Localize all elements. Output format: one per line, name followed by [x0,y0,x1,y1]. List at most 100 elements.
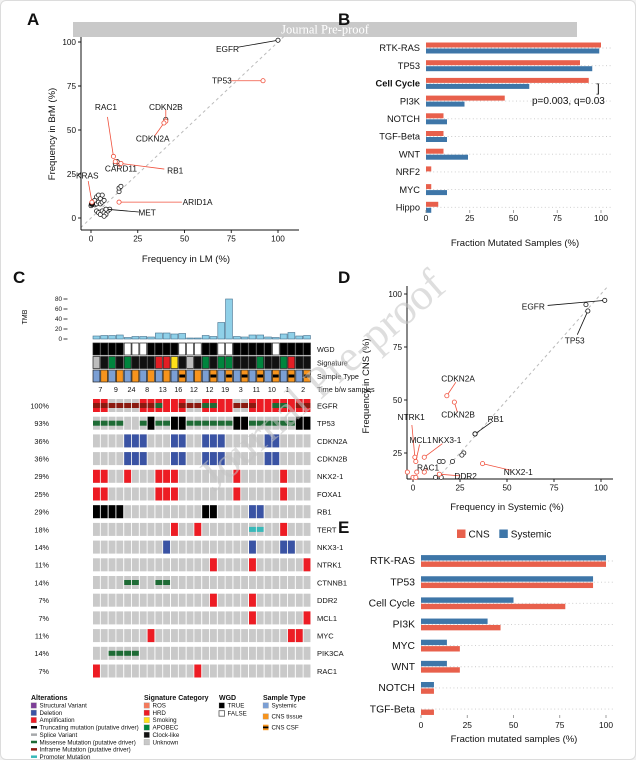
gene-cell-bg [116,434,124,448]
alteration-mis [155,580,163,585]
csf-stripe [288,374,295,378]
gene-cell-bg [178,576,186,589]
category-label: TGF-Beta [370,704,415,715]
gene-cell-bg [280,505,288,519]
gene-cell-bg [186,646,194,660]
gene-cell-bg [155,629,163,643]
gene-cell-bg [116,611,124,625]
gene-cell-bg [287,434,295,448]
gene-cell-bg [295,452,303,466]
time-value: 12 [206,385,214,394]
tmb-bar [108,335,116,340]
alteration-amp [100,487,108,501]
alteration-mis [280,403,288,408]
leader-line [154,122,165,136]
bar-top [426,77,589,83]
gene-cell-bg [100,629,108,643]
gene-cell-bg [202,540,210,554]
gene-cell-bg [249,469,256,483]
wgd-cell [279,342,288,356]
gene-point-label: CDKN2A [441,374,475,384]
leader-line [107,116,114,157]
alteration-del [139,452,147,466]
x-tick-label: 0 [419,720,424,730]
identity-line [80,34,286,229]
legend-label: CNS [469,530,490,541]
sample-type-cell [92,369,101,383]
signature-cell [279,356,288,369]
alteration-amp [194,522,202,536]
alteration-mis [131,650,139,656]
signature-cell [225,356,233,369]
gene-cell-bg [217,664,225,678]
alteration-mis [249,420,256,426]
gene-cell-bg [217,593,225,607]
gene-cell-bg [131,505,139,519]
alteration-mis [202,403,210,408]
gene-cell-bg [241,611,249,625]
gene-cell-bg [295,434,303,448]
category-label: TGF-Beta [379,132,421,142]
gene-cell-bg [131,611,139,625]
gene-point-label: EGFR [216,44,239,54]
gene-name: PIK3CA [317,649,344,658]
gene-cell-bg [256,469,264,483]
gene-cell-bg [233,558,241,572]
gene-cell-bg [171,611,178,625]
gene-cell-bg [280,629,288,643]
gene-cell-bg [186,505,194,519]
data-point [99,192,105,198]
gene-cell-bg [209,522,217,536]
alteration-inf [241,403,249,408]
gene-point-label: RAC1 [417,463,440,473]
gene-point-label: CDKN2B [441,410,475,420]
gene-cell-bg [303,593,311,607]
annotation-row-label: Signature [317,359,348,368]
gene-cell-bg [225,434,233,448]
gene-cell-bg [249,576,256,589]
signature-cell [123,356,132,369]
gene-cell-bg [194,469,202,483]
gene-cell-bg [217,540,225,554]
legend-label: Systemic [511,530,552,541]
alteration-del [217,434,225,448]
gene-cell-bg [241,540,249,554]
gene-cell-bg [256,611,264,625]
gene-cell-bg [108,664,116,678]
identity-line [437,287,608,479]
gene-cell-bg [147,593,155,607]
alteration-del [131,452,139,466]
category-label: RTK-RAS [379,43,420,53]
gene-cell-bg [116,540,124,554]
gene-cell-bg [249,664,256,678]
alteration-amp [280,487,288,501]
tmb-bar [209,336,218,340]
legend-swatch [143,717,150,724]
bar-bottom [426,154,468,160]
gene-cell-bg [124,629,132,643]
csf-stripe [226,374,232,378]
gene-cell-bg [116,558,124,572]
csf-stripe [210,374,217,378]
csf-stripe [257,374,264,378]
panel-b-xlabel: Fraction Mutated Samples (%) [451,238,579,249]
bar-CNS [421,582,594,589]
gene-cell-bg [209,629,217,643]
tmb-bar [178,333,186,340]
gene-name: NTRK1 [317,561,342,570]
gene-cell-bg [124,505,132,519]
gene-cell-bg [131,558,139,572]
gene-point-label: TP53 [212,76,232,86]
legend-swatch [143,739,150,746]
gene-cell-bg [131,593,139,607]
gene-cell-bg [124,487,132,501]
bar-CNS [421,709,434,715]
leader-line [439,473,461,477]
data-point-RB1 [472,431,478,437]
alteration-amp [93,487,100,501]
bar-CNS [421,561,606,567]
alteration-mis [209,420,217,426]
alteration-amp [194,664,202,678]
alteration-amp [163,469,171,483]
